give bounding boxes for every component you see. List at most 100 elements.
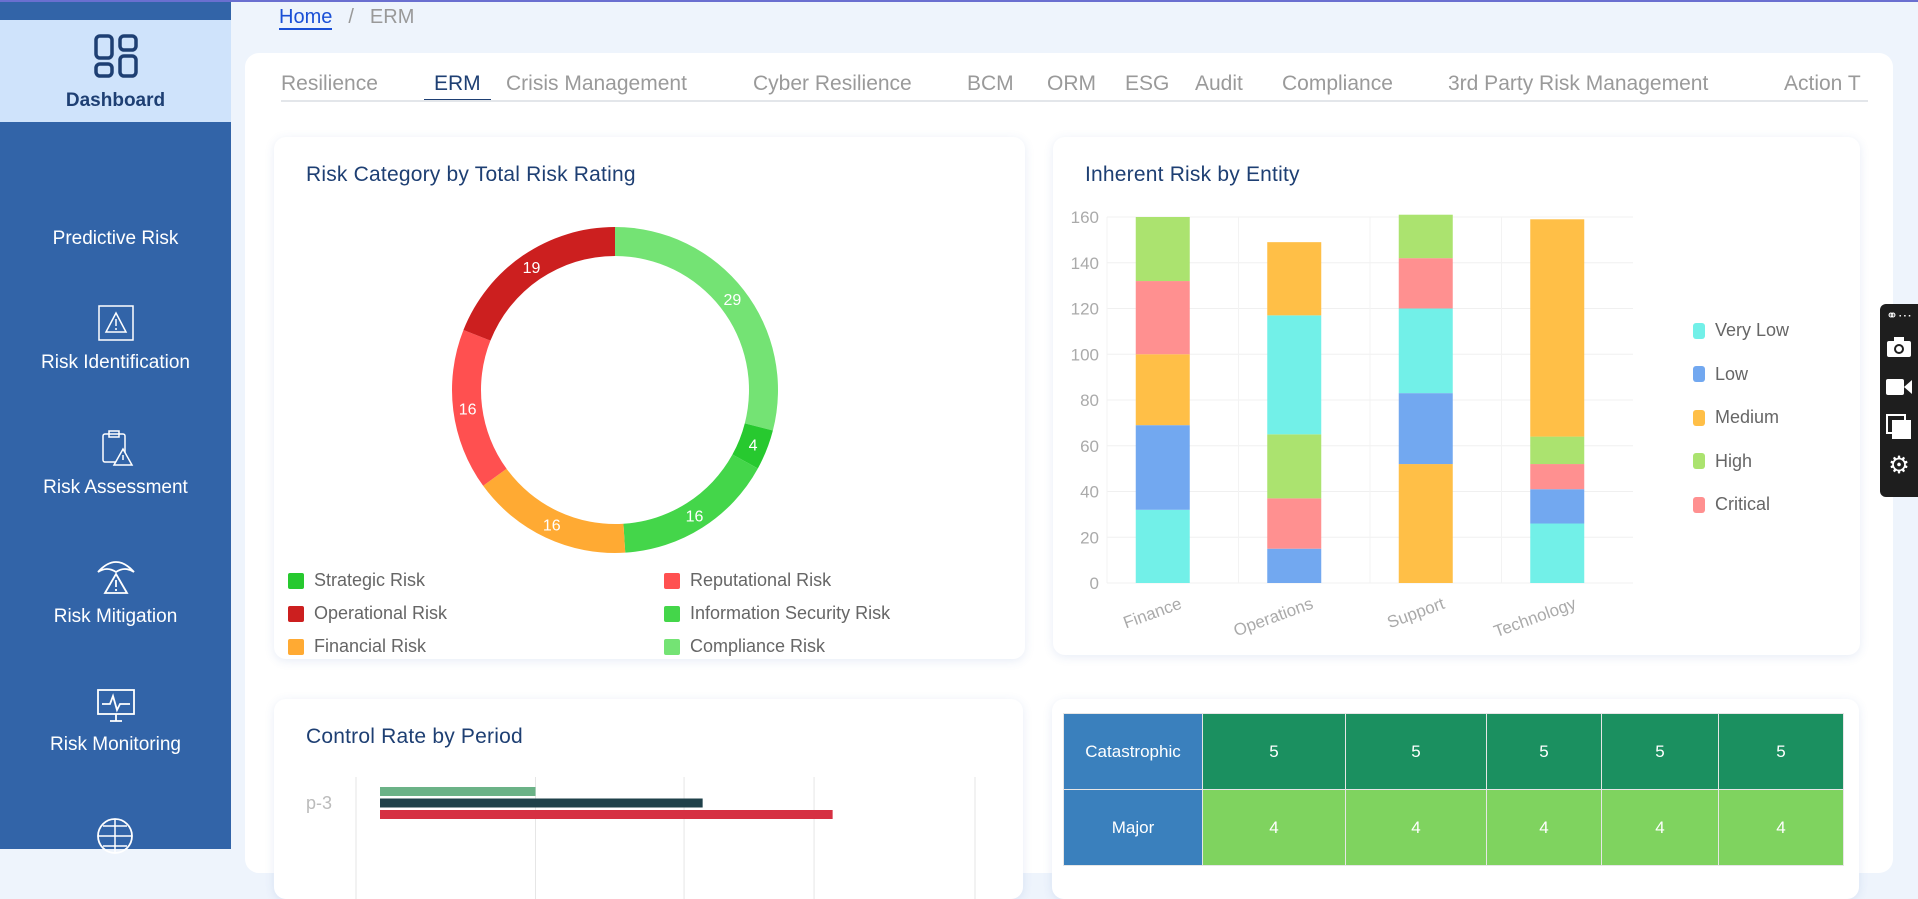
heatmap-cell[interactable]: 4 [1486,789,1602,866]
tab-bar: Resilience ERM Crisis Management Cyber Resi… [281,72,1868,102]
donut-slice[interactable] [483,468,626,553]
bar-segment[interactable] [1398,214,1453,259]
link-icon[interactable]: ⚭⋯ [1886,307,1912,323]
legend-label: Very Low [1715,320,1790,340]
bar-segment[interactable] [1398,258,1453,309]
heatmap-cell[interactable]: 5 [1345,713,1487,790]
slice-label: 19 [523,260,541,277]
bar-segment[interactable] [1135,425,1190,510]
breadcrumb-separator: / [348,6,354,28]
donut-slice[interactable] [452,329,507,486]
bar-segment[interactable] [1398,393,1453,465]
bar-segment[interactable] [1135,281,1190,355]
gear-icon[interactable]: ⚙ [1888,452,1910,479]
bar-segment[interactable] [1135,217,1190,282]
heatmap-cell[interactable]: 4 [1601,789,1719,866]
legend-label: Medium [1715,407,1780,427]
bar-segment[interactable] [1267,434,1322,499]
sidebar-item-risk-monitoring[interactable]: Risk Monitoring [0,686,231,756]
heatmap-cell[interactable]: 4 [1202,789,1346,866]
heatmap-cell[interactable]: 4 [1718,789,1844,866]
sidebar-item-risk-mitigation[interactable]: Risk Mitigation [0,556,231,628]
legend-swatch [288,605,304,622]
bar-segment[interactable] [1267,498,1322,549]
sidebar-item-dashboard[interactable]: Dashboard [0,20,231,122]
legend-swatch [1693,409,1705,426]
tab-audit[interactable]: Audit [1195,72,1243,95]
tab-compliance[interactable]: Compliance [1282,72,1393,95]
sidebar-label: Dashboard [65,90,166,111]
legend-swatch [664,605,680,622]
tab-bcm[interactable]: BCM [967,72,1014,95]
bar-segment[interactable] [1530,219,1585,437]
risk-heatmap: Catastrophic 5 5 5 5 5 Major 4 4 4 4 4 [1063,713,1844,866]
sidebar-item-risk-assessment[interactable]: Risk Assessment [0,429,231,499]
slice-label: 16 [459,402,477,419]
legend-item[interactable]: Very Low [1693,320,1789,341]
bar-segment[interactable] [1135,509,1190,583]
bar-segment[interactable] [1530,464,1585,490]
y-tick-label: 40 [1080,483,1099,502]
inherent-risk-card: Inherent Risk by Entity 0 20 40 60 80 100 120 1… [1053,137,1860,655]
umbrella-warning-icon [96,561,135,594]
legend-item[interactable]: Reputational Risk [664,570,831,591]
control-rate-card: Control Rate by Period p-3 [274,699,1023,899]
tab-orm[interactable]: ORM [1047,72,1096,95]
legend-label: Reputational Risk [690,570,832,590]
dashboard-grid-icon [94,34,138,78]
legend-label: Operational Risk [314,603,448,623]
camera-icon[interactable] [1880,326,1918,366]
video-icon[interactable] [1880,366,1918,406]
heatmap-cell[interactable]: 5 [1718,713,1844,790]
heatmap-cell[interactable]: 5 [1601,713,1719,790]
bar-segment[interactable] [1530,436,1585,465]
legend-swatch [1693,453,1705,469]
bar-segment[interactable] [1267,315,1322,435]
legend-label: Low [1715,363,1749,384]
bar-segment[interactable] [1398,308,1453,394]
breadcrumb-home-link[interactable]: Home [279,6,333,30]
bar-segment[interactable] [1530,489,1585,524]
bar-segment[interactable] [1135,354,1190,426]
tab-esg[interactable]: ESG [1125,72,1170,95]
bar-segment[interactable] [1267,242,1322,316]
bar[interactable] [380,810,833,819]
legend-swatch [664,572,680,589]
donut-slice[interactable] [463,227,615,341]
heatmap-cell[interactable]: 5 [1486,713,1602,790]
heatmap-row: Catastrophic 5 5 5 5 5 [1063,713,1844,790]
donut-slice[interactable] [615,227,778,431]
bar[interactable] [380,798,703,808]
sidebar-item-risk-identification[interactable]: Risk Identification [0,304,231,374]
donut-slice[interactable] [732,423,773,469]
bar-segment[interactable] [1530,523,1585,583]
legend-item[interactable]: Operational Risk [288,603,447,624]
sidebar-item-predictive-risk[interactable]: Predictive Risk [0,228,231,250]
legend-item[interactable]: Information Security Risk [664,603,890,624]
copy-icon[interactable] [1880,406,1918,446]
tab-resilience[interactable]: Resilience [281,72,378,95]
tab-3rd-party-risk-management[interactable]: 3rd Party Risk Management [1448,72,1709,95]
x-tick-label: Operations [1231,594,1316,640]
legend-item[interactable]: Financial Risk [288,636,426,657]
donut-slice[interactable] [623,454,758,553]
legend-item[interactable]: Medium [1693,407,1779,428]
floating-toolbar: ⚭⋯ ⚙ [1880,304,1918,497]
y-tick-label: 140 [1071,254,1099,273]
heatmap-cell[interactable]: 4 [1345,789,1487,866]
tab-erm[interactable]: ERM [424,72,491,100]
tab-cyber-resilience[interactable]: Cyber Resilience [753,72,912,95]
bar-segment[interactable] [1267,548,1322,583]
tab-action-t[interactable]: Action T [1784,72,1861,95]
legend-item[interactable]: Strategic Risk [288,570,425,591]
bar-segment[interactable] [1398,464,1453,583]
sidebar: Dashboard Predictive Risk Risk Identific… [0,2,231,854]
bar[interactable] [380,787,536,796]
legend-item[interactable]: Compliance Risk [664,636,825,657]
stacked-bar-chart: 0 20 40 60 80 100 120 140 160 Finance Operations Su… [1071,208,1633,641]
legend-item[interactable]: Low [1693,364,1748,385]
legend-item[interactable]: Critical [1693,494,1770,515]
heatmap-cell[interactable]: 5 [1202,713,1346,790]
tab-crisis-management[interactable]: Crisis Management [506,72,687,95]
legend-item[interactable]: High [1693,451,1752,472]
